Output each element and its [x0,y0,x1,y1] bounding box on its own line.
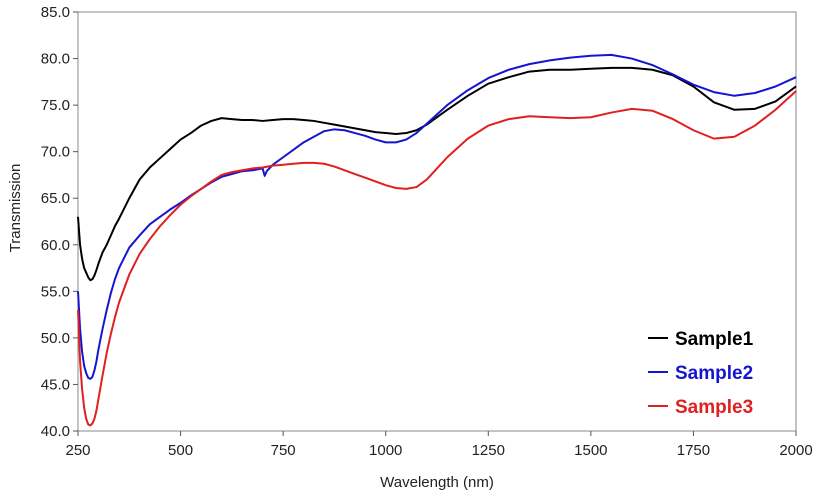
x-tick-label: 2000 [779,442,812,459]
x-tick-label: 1250 [472,442,505,459]
x-tick-label: 250 [65,442,90,459]
y-tick-label: 75.0 [41,97,70,114]
y-tick-label: 70.0 [41,144,70,161]
y-tick-label: 65.0 [41,190,70,207]
legend-label-sample1: Sample1 [675,329,754,350]
y-tick-label: 50.0 [41,330,70,347]
y-tick-label: 55.0 [41,283,70,300]
x-axis-title: Wavelength (nm) [380,474,494,491]
x-tick-label: 1000 [369,442,402,459]
y-tick-label: 85.0 [41,4,70,21]
legend-label-sample3: Sample3 [675,397,753,418]
x-tick-label: 1750 [677,442,710,459]
x-axis: 250 500 750 1000 1250 1500 1750 2000 [65,431,812,459]
y-tick-label: 40.0 [41,423,70,440]
x-tick-label: 500 [168,442,193,459]
x-tick-label: 750 [271,442,296,459]
legend-label-sample2: Sample2 [675,363,753,384]
y-tick-label: 60.0 [41,237,70,254]
y-tick-label: 45.0 [41,376,70,393]
x-tick-label: 1500 [574,442,607,459]
y-axis: 40.0 45.0 50.0 55.0 60.0 65.0 70.0 75.0 80.0 85.0 [41,4,78,440]
y-axis-title: Transmission [7,164,24,253]
y-tick-label: 80.0 [41,51,70,68]
